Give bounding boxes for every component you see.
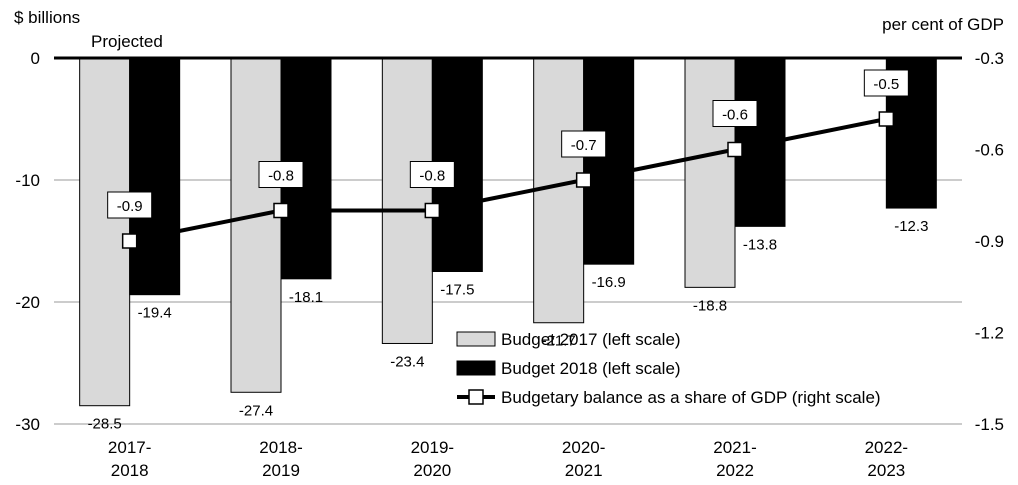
x-tick-label-line2: 2020 — [413, 461, 451, 480]
left-tick-labels: 0 -10 -20 -30 — [15, 49, 40, 434]
left-tick-label: -20 — [15, 293, 40, 312]
gdp-share-value-label: -0.9 — [117, 198, 143, 215]
gdp-share-label-box — [107, 191, 153, 219]
budget-2018-value-label: -18.1 — [289, 289, 323, 306]
legend: Budget 2017 (left scale) Budget 2018 (lef… — [456, 330, 881, 407]
budget-2017-bar — [684, 57, 736, 288]
gdp-share-marker — [575, 172, 592, 188]
x-tick-label-line1: 2019- — [411, 438, 454, 457]
projected-annotation: Projected — [91, 32, 163, 51]
budget-2018-value-label: -17.5 — [440, 282, 474, 299]
x-tick-label-line2: 2023 — [867, 461, 905, 480]
right-axis-label: per cent of GDP — [882, 15, 1004, 34]
legend-swatch — [456, 331, 496, 347]
gridlines — [54, 179, 962, 425]
right-tick-label: -1.5 — [975, 415, 1004, 434]
x-tick-label-line2: 2018 — [111, 461, 149, 480]
right-tick-label: -0.6 — [975, 141, 1004, 160]
gdp-share-value-label: -0.5 — [873, 76, 899, 93]
gdp-share-label-box — [409, 161, 455, 188]
legend-swatch — [456, 360, 496, 376]
x-tick-label-line2: 2022 — [716, 461, 754, 480]
gdp-share-value-label: -0.8 — [419, 168, 445, 185]
budget-2018-bar — [583, 57, 635, 265]
budget-2017-bar — [381, 57, 433, 344]
gdp-share-line: -0.9 -0.8 -0.8 -0.7 -0.6 -0.5 — [107, 69, 909, 249]
gdp-share-label-box — [561, 130, 607, 158]
legend-marker-swatch — [468, 389, 484, 405]
right-tick-label: -1.2 — [975, 324, 1004, 343]
bars — [79, 57, 937, 407]
gdp-share-value-label: -0.7 — [571, 137, 597, 154]
left-tick-label: -10 — [15, 171, 40, 190]
budget-2017-value-label: -23.4 — [390, 353, 424, 370]
x-tick-label-line2: 2021 — [565, 461, 603, 480]
budget-2017-bar — [79, 57, 131, 407]
gdp-share-value-label: -0.8 — [268, 168, 294, 185]
budget-2018-value-label: -12.3 — [894, 218, 928, 235]
right-tick-labels: -0.3 -0.6 -0.9 -1.2 -1.5 — [975, 49, 1004, 434]
right-tick-label: -0.9 — [975, 232, 1004, 251]
x-tick-label-line1: 2021- — [713, 438, 756, 457]
x-tick-label-line1: 2017- — [108, 438, 151, 457]
x-tick-label-line1: 2020- — [562, 438, 605, 457]
budget-2018-bar — [129, 57, 181, 296]
budget-2017-value-label: -27.4 — [239, 402, 273, 419]
gdp-share-value-label: -0.6 — [722, 107, 748, 124]
gdp-share-line-path — [129, 117, 887, 243]
gdp-share-marker — [424, 202, 441, 219]
budget-2017-value-label: -18.8 — [693, 297, 727, 314]
budget-2017-bar — [230, 57, 282, 393]
left-axis-label: $ billions — [14, 8, 80, 27]
x-tick-label-line1: 2018- — [259, 438, 302, 457]
budget-2018-value-label: -16.9 — [592, 274, 626, 291]
legend-label: Budget 2018 (left scale) — [501, 359, 681, 378]
gdp-share-label-box — [712, 100, 758, 127]
legend-label: Budgetary balance as a share of GDP (rig… — [501, 388, 881, 407]
x-tick-labels: 2017- 2018 2018- 2019 2019- 2020 2020- 2021 2021… — [108, 438, 908, 480]
gdp-share-marker — [121, 233, 138, 249]
x-tick-label-line1: 2022- — [865, 438, 908, 457]
budget-2018-value-label: -19.4 — [138, 305, 172, 322]
right-tick-label: -0.3 — [975, 49, 1004, 68]
gdp-share-marker — [727, 141, 743, 158]
gdp-share-label-box — [863, 69, 909, 97]
bar-value-labels: -28.5 -27.4 -23.4 -21.7 -18.8 -19.4 -18.1 -17.5… — [88, 218, 929, 433]
left-tick-label: -30 — [15, 415, 40, 434]
budget-2017-value-label: -21.7 — [542, 333, 576, 350]
gdp-share-marker — [878, 111, 895, 127]
gdp-share-label-box — [258, 161, 304, 188]
budget-2017-value-label: -28.5 — [88, 416, 122, 433]
left-tick-label: 0 — [31, 49, 40, 68]
budget-2018-value-label: -13.8 — [743, 236, 777, 253]
gdp-share-marker — [273, 202, 289, 219]
x-tick-label-line2: 2019 — [262, 461, 300, 480]
legend-label: Budget 2017 (left scale) — [501, 330, 681, 349]
